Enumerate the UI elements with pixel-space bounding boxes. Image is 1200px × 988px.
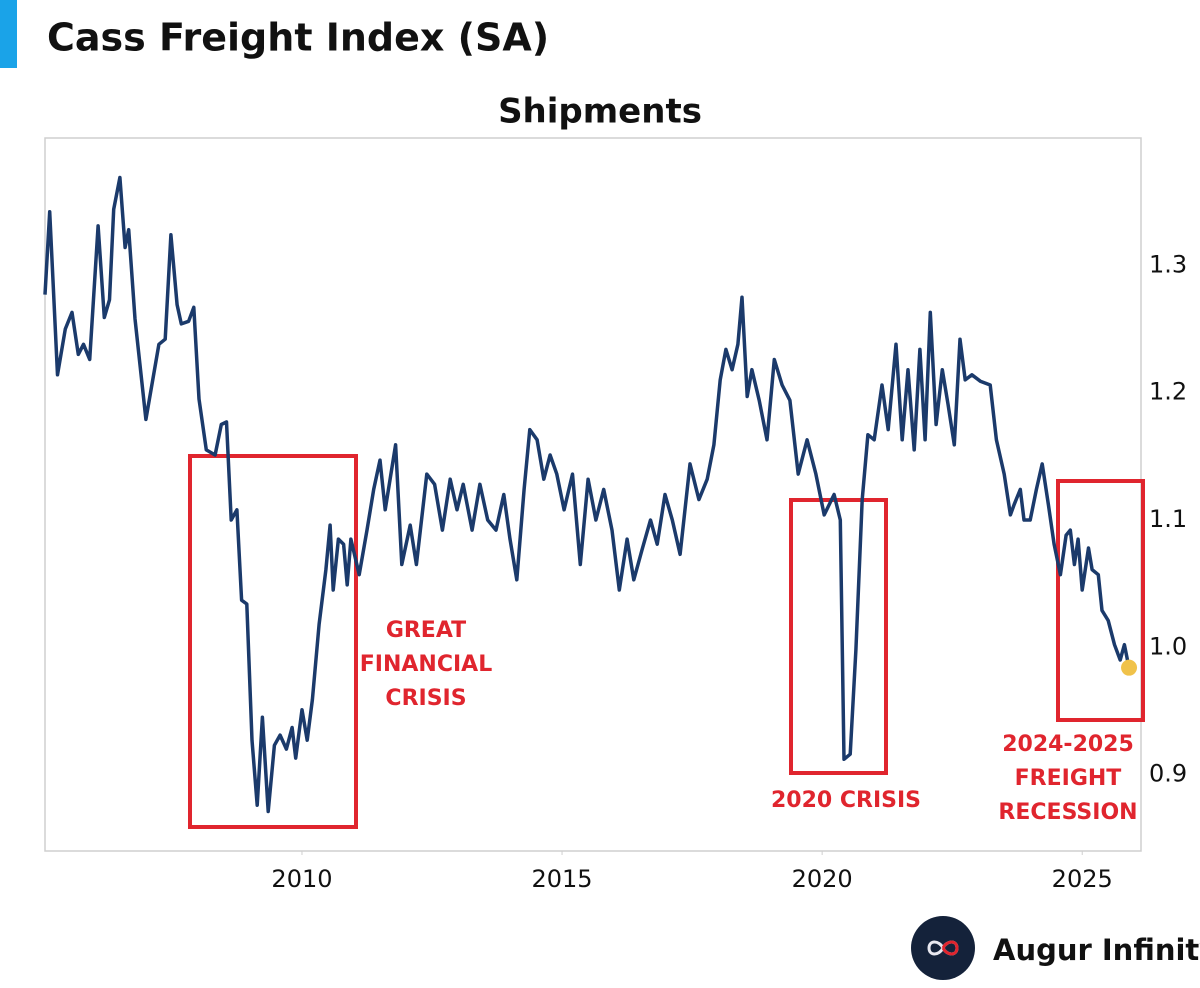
x-tick-label: 2015 [532,865,593,893]
page-title: Cass Freight Index (SA) [47,16,549,60]
annotation-text: GREAT [386,618,466,643]
y-tick-label: 1.2 [1149,378,1187,406]
annotation-text: 2024-2025 [1002,732,1134,757]
annotation-text: RECESSION [998,800,1137,825]
brand-name: Augur Infinity [993,933,1200,967]
annotation-box [1056,479,1145,722]
annotation-text: CRISIS [385,686,466,711]
last-point [1121,659,1138,676]
y-tick-label: 1.1 [1149,505,1187,533]
annotation-text: 2020 CRISIS [771,788,921,813]
y-tick-label: 1.3 [1149,250,1187,278]
annotation-box [789,498,888,775]
annotation-box [188,454,358,829]
logo-icon [941,940,959,956]
annotation-text: FREIGHT [1015,766,1122,791]
y-tick-label: 1.0 [1149,632,1187,660]
annotation-boxes [188,454,1145,829]
annotation-text: FINANCIAL [360,652,492,677]
plot-frame [44,137,1142,852]
x-tick-label: 2025 [1052,865,1113,893]
brand-logo [911,916,975,980]
chart-title: Shipments [498,92,702,132]
header-accent [0,0,17,68]
x-tick-label: 2010 [271,865,332,893]
series-line [43,175,1131,814]
y-tick-label: 0.9 [1149,760,1187,788]
x-tick-label: 2020 [792,865,853,893]
